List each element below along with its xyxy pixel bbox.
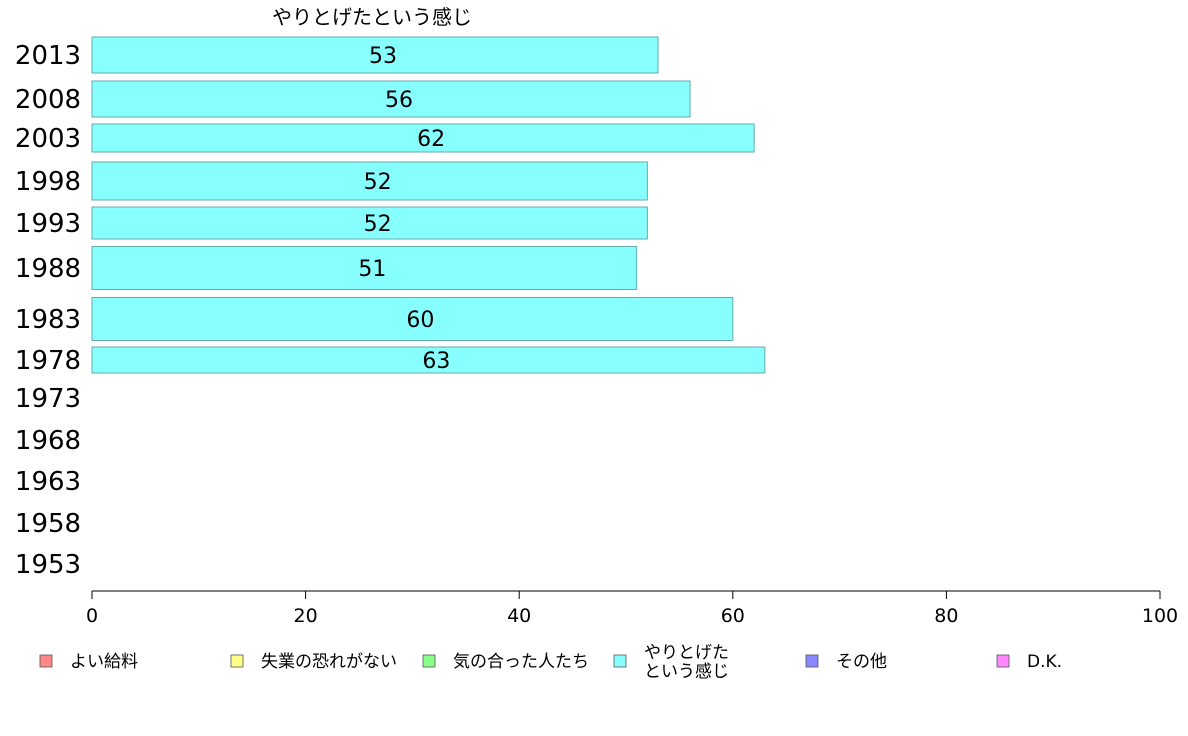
bar-value-1988: 51 <box>358 257 386 282</box>
x-tick-label-0: 0 <box>86 605 98 627</box>
year-label-2008: 2008 <box>15 85 81 115</box>
bar-2013 <box>91 36 659 74</box>
legend-label-5: その他 <box>836 652 887 672</box>
x-tick-label-40: 40 <box>507 605 531 627</box>
x-tick-label-20: 20 <box>294 605 318 627</box>
year-label-2013: 2013 <box>15 41 81 71</box>
legend-label-2: 失業の恐れがない <box>261 652 397 672</box>
bar-value-2013: 53 <box>369 44 397 69</box>
x-tick-label-60: 60 <box>721 605 745 627</box>
bar-2008 <box>91 80 691 118</box>
bar-value-1978: 63 <box>422 349 450 374</box>
year-label-1993: 1993 <box>15 209 81 239</box>
bar-1993 <box>91 206 648 240</box>
legend: よい給料 失業の恐れがない 気の合った人たち やりとげたという感じ その他 D.K. <box>39 643 1062 682</box>
legend-swatch-2 <box>230 654 244 668</box>
year-label-1958: 1958 <box>15 509 81 539</box>
year-label-1978: 1978 <box>15 346 81 376</box>
bar-value-2003: 62 <box>417 127 445 152</box>
x-tick-label-80: 80 <box>934 605 958 627</box>
bar-1988 <box>91 246 638 290</box>
year-label-1973: 1973 <box>15 384 81 414</box>
year-label-1988: 1988 <box>15 254 81 284</box>
x-tick-label-100: 100 <box>1142 605 1178 627</box>
year-labels-group: 2013 2008 2003 1998 1993 1988 1983 1978 1973 1968… <box>15 41 81 580</box>
legend-swatch-1 <box>39 654 53 668</box>
bar-value-1993: 52 <box>364 212 392 237</box>
bar-1998 <box>91 161 648 201</box>
bar-1983 <box>91 297 734 341</box>
legend-label-1: よい給料 <box>70 652 138 672</box>
bar-value-1998: 52 <box>364 170 392 195</box>
legend-label-4: やりとげたという感じ <box>644 643 729 682</box>
year-label-1963: 1963 <box>15 467 81 497</box>
legend-swatch-5 <box>805 654 819 668</box>
year-label-2003: 2003 <box>15 124 81 154</box>
legend-swatch-6 <box>996 654 1010 668</box>
bar-1978 <box>91 346 766 374</box>
year-label-1983: 1983 <box>15 305 81 335</box>
legend-swatch-3 <box>422 654 436 668</box>
bar-value-2008: 56 <box>385 88 413 113</box>
legend-label-3: 気の合った人たち <box>453 652 589 672</box>
bar-value-1983: 60 <box>406 308 434 333</box>
legend-label-6: D.K. <box>1027 652 1062 672</box>
x-axis: 0 20 40 60 80 100 <box>86 590 1178 627</box>
bar-2003 <box>91 123 755 153</box>
legend-swatch-4 <box>613 654 627 668</box>
year-label-1968: 1968 <box>15 426 81 456</box>
series-title: やりとげたという感じ <box>272 5 472 29</box>
year-label-1953: 1953 <box>15 550 81 580</box>
year-label-1998: 1998 <box>15 167 81 197</box>
